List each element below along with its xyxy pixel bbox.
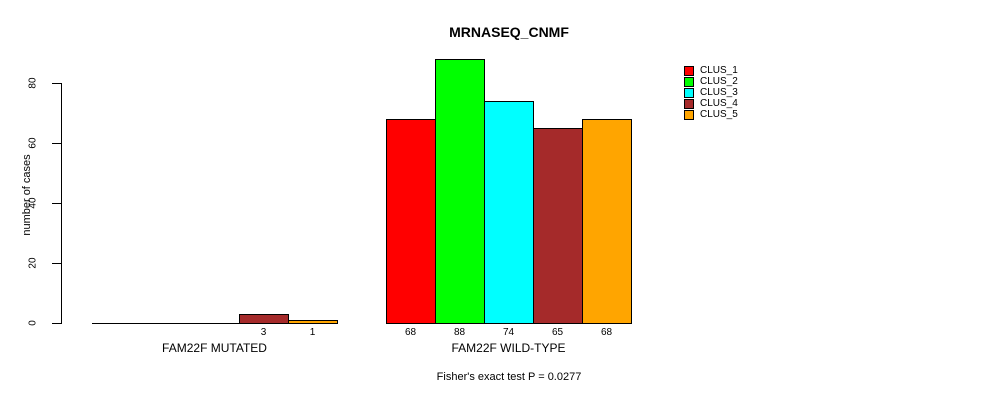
legend-swatch xyxy=(684,98,694,109)
legend-label: CLUS_2 xyxy=(700,76,738,87)
y-axis-tick-label: 20 xyxy=(27,257,39,269)
y-axis-line xyxy=(61,83,62,324)
group-label: FAM22F MUTATED xyxy=(162,341,267,355)
legend-item: CLUS_1 xyxy=(684,65,738,76)
legend: CLUS_1 CLUS_2 CLUS_3 CLUS_4 CLUS_5 xyxy=(684,65,738,120)
legend-label: CLUS_4 xyxy=(700,98,738,109)
legend-label: CLUS_3 xyxy=(700,87,738,98)
legend-swatch xyxy=(684,65,694,76)
bar-value-label: 3 xyxy=(260,327,267,338)
group-label: FAM22F WILD-TYPE xyxy=(451,341,566,355)
legend-item: CLUS_4 xyxy=(684,98,738,109)
legend-swatch xyxy=(684,87,694,98)
bar-value-label: 68 xyxy=(600,327,613,338)
legend-swatch xyxy=(684,109,694,120)
y-axis-tick-label: 0 xyxy=(27,320,39,326)
y-axis-tick xyxy=(52,263,61,264)
bar-value-label: 65 xyxy=(551,327,564,338)
bar-value-label: 68 xyxy=(404,327,417,338)
y-axis-tick-label: 40 xyxy=(27,197,39,209)
bar-value-label: 74 xyxy=(502,327,515,338)
y-axis-tick xyxy=(52,143,61,144)
bar-value-label: 88 xyxy=(453,327,466,338)
bar-clus_2-fam22f-mutated xyxy=(141,323,191,324)
bar-clus_4-fam22f-wild-type xyxy=(533,128,583,324)
legend-label: CLUS_5 xyxy=(700,109,738,120)
y-axis-tick-label: 80 xyxy=(27,77,39,89)
bar-clus_3-fam22f-wild-type xyxy=(484,101,534,324)
chart-title: MRNASEQ_CNMF xyxy=(449,24,569,40)
legend-label: CLUS_1 xyxy=(700,65,738,76)
bar-clus_1-fam22f-wild-type xyxy=(386,119,436,324)
y-axis-tick xyxy=(52,83,61,84)
legend-item: CLUS_5 xyxy=(684,109,738,120)
y-axis-tick xyxy=(52,203,61,204)
legend-item: CLUS_3 xyxy=(684,87,738,98)
legend-item: CLUS_2 xyxy=(684,76,738,87)
fisher-test-annotation: Fisher's exact test P = 0.0277 xyxy=(436,371,582,383)
bar-clus_4-fam22f-mutated xyxy=(239,314,289,324)
bar-clus_2-fam22f-wild-type xyxy=(435,59,485,324)
bar-clus_5-fam22f-mutated xyxy=(288,320,338,324)
bar-clus_1-fam22f-mutated xyxy=(92,323,142,324)
y-axis-tick xyxy=(52,323,61,324)
bar-clus_3-fam22f-mutated xyxy=(190,323,240,324)
y-axis-tick-label: 60 xyxy=(27,137,39,149)
bar-value-label: 1 xyxy=(309,327,316,338)
bar-clus_5-fam22f-wild-type xyxy=(582,119,632,324)
legend-swatch xyxy=(684,76,694,87)
